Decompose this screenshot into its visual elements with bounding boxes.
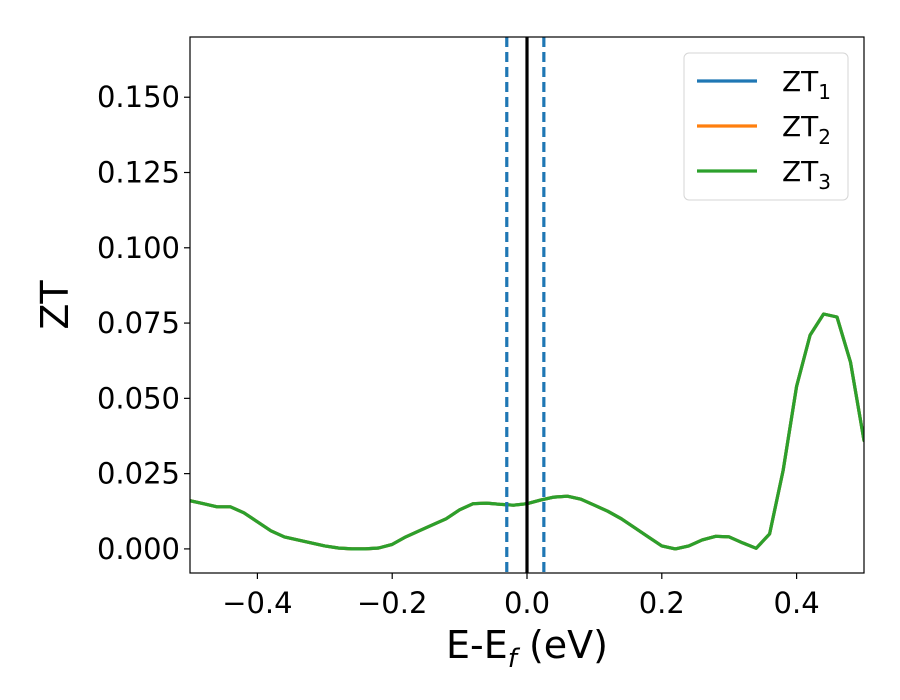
x-tick-label: 0.4 bbox=[774, 586, 820, 620]
y-tick-label: 0.025 bbox=[97, 457, 180, 491]
legend-label-3: ZT3 bbox=[782, 155, 831, 194]
legend: ZT1 ZT2 ZT3 bbox=[683, 52, 849, 201]
y-tick-label: 0.075 bbox=[97, 306, 180, 340]
x-axis-label: E-Ef (eV) bbox=[446, 623, 608, 674]
y-tick-label: 0.100 bbox=[97, 231, 180, 265]
y-tick-label: 0.050 bbox=[97, 381, 180, 415]
x-tick-label: −0.2 bbox=[357, 586, 427, 620]
y-tick-label: 0.125 bbox=[97, 156, 180, 190]
x-tick-label: 0.0 bbox=[504, 586, 550, 620]
legend-label-2: ZT2 bbox=[782, 110, 831, 149]
x-axis: −0.4 −0.2 0.0 0.2 0.4 bbox=[222, 573, 820, 620]
x-tick-label: −0.4 bbox=[222, 586, 292, 620]
legend-box bbox=[683, 52, 849, 201]
y-axis-label: ZT bbox=[33, 280, 77, 330]
y-tick-label: 0.000 bbox=[97, 532, 180, 566]
legend-label-1: ZT1 bbox=[782, 65, 831, 104]
plot-content bbox=[190, 37, 864, 573]
y-axis: 0.000 0.025 0.050 0.075 0.100 0.125 0.150 bbox=[97, 80, 190, 566]
y-tick-label: 0.150 bbox=[97, 80, 180, 114]
x-tick-label: 0.2 bbox=[639, 586, 685, 620]
